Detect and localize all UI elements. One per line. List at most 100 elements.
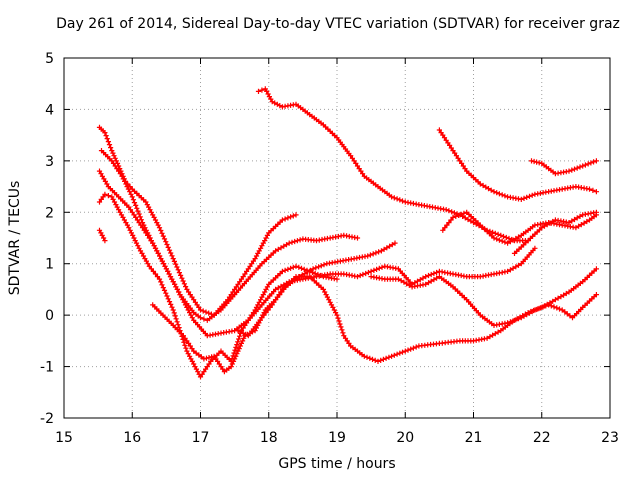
data-point — [159, 230, 165, 236]
data-point — [561, 292, 567, 298]
data-point — [477, 181, 483, 187]
data-point — [593, 189, 599, 195]
data-point — [181, 339, 187, 345]
data-point — [200, 308, 206, 314]
data-point — [506, 235, 512, 242]
x-tick-label: 19 — [328, 430, 346, 446]
data-point — [574, 215, 580, 221]
data-point — [518, 196, 524, 202]
data-point — [129, 194, 135, 200]
data-point — [178, 272, 184, 278]
data-point — [158, 279, 164, 285]
data-point — [172, 313, 178, 319]
data-point — [379, 264, 385, 270]
data-point — [556, 306, 563, 312]
data-point — [490, 332, 496, 338]
data-point — [108, 145, 114, 151]
series-sat-8 — [255, 86, 531, 244]
data-point — [288, 265, 294, 271]
data-point — [571, 166, 578, 172]
data-point — [485, 186, 492, 192]
y-axis-label: SDTVAR / TECUs — [7, 181, 23, 296]
data-point — [593, 266, 599, 272]
data-point — [182, 342, 188, 348]
data-point — [552, 297, 558, 303]
data-point — [590, 187, 596, 193]
data-point — [360, 271, 366, 278]
data-point — [488, 187, 494, 193]
data-point — [290, 213, 296, 219]
data-point — [175, 267, 181, 273]
data-point — [503, 234, 509, 241]
data-point — [232, 347, 238, 353]
x-tick-label: 16 — [123, 430, 141, 446]
data-point — [156, 276, 163, 282]
y-tick-label: 4 — [45, 102, 54, 118]
data-point — [165, 296, 171, 302]
data-point — [521, 195, 527, 201]
data-point — [550, 298, 556, 304]
data-point — [310, 266, 316, 272]
data-point — [102, 238, 108, 244]
data-point — [554, 305, 560, 311]
data-point — [170, 307, 176, 313]
data-point — [384, 245, 390, 251]
data-point — [374, 266, 380, 272]
data-point — [231, 350, 237, 356]
series-sat-11 — [440, 209, 599, 246]
data-point — [490, 229, 496, 235]
data-point — [158, 227, 164, 234]
data-point — [363, 270, 369, 277]
data-point — [166, 299, 173, 305]
data-point — [376, 249, 382, 255]
data-point — [484, 335, 490, 341]
data-point — [337, 321, 343, 327]
series-sat-12 — [368, 274, 599, 328]
data-point — [234, 351, 240, 357]
data-point — [505, 240, 511, 246]
data-point — [163, 239, 169, 245]
data-point — [453, 213, 459, 219]
data-point — [367, 355, 373, 361]
data-point — [524, 312, 530, 318]
data-point — [591, 159, 597, 165]
data-point — [389, 353, 395, 359]
data-point — [168, 250, 174, 256]
data-point — [502, 193, 508, 199]
data-point — [164, 293, 170, 299]
data-point — [106, 142, 113, 148]
data-point — [134, 205, 140, 211]
data-point — [298, 265, 305, 271]
data-point — [334, 276, 340, 282]
data-point — [446, 208, 452, 214]
data-point — [197, 315, 204, 321]
data-point — [113, 158, 119, 164]
data-point — [465, 216, 471, 223]
data-point — [293, 263, 299, 269]
data-point — [480, 182, 486, 189]
data-point — [410, 345, 416, 351]
data-point — [160, 285, 166, 291]
data-point — [283, 242, 290, 248]
data-point — [380, 356, 386, 362]
data-point — [294, 238, 300, 244]
data-point — [496, 237, 502, 243]
data-point — [566, 220, 572, 226]
data-point — [577, 164, 583, 170]
data-point — [541, 223, 548, 229]
data-point — [399, 198, 406, 204]
data-point — [336, 318, 342, 324]
data-point — [361, 353, 367, 359]
plot-frame — [63, 57, 611, 419]
data-point — [499, 192, 505, 198]
data-point — [540, 304, 546, 310]
data-point — [233, 344, 239, 350]
data-point — [183, 345, 189, 351]
data-point — [529, 192, 535, 198]
series-sat-4 — [96, 191, 340, 380]
data-point — [496, 191, 502, 197]
data-point — [313, 265, 319, 271]
data-point — [499, 238, 505, 244]
